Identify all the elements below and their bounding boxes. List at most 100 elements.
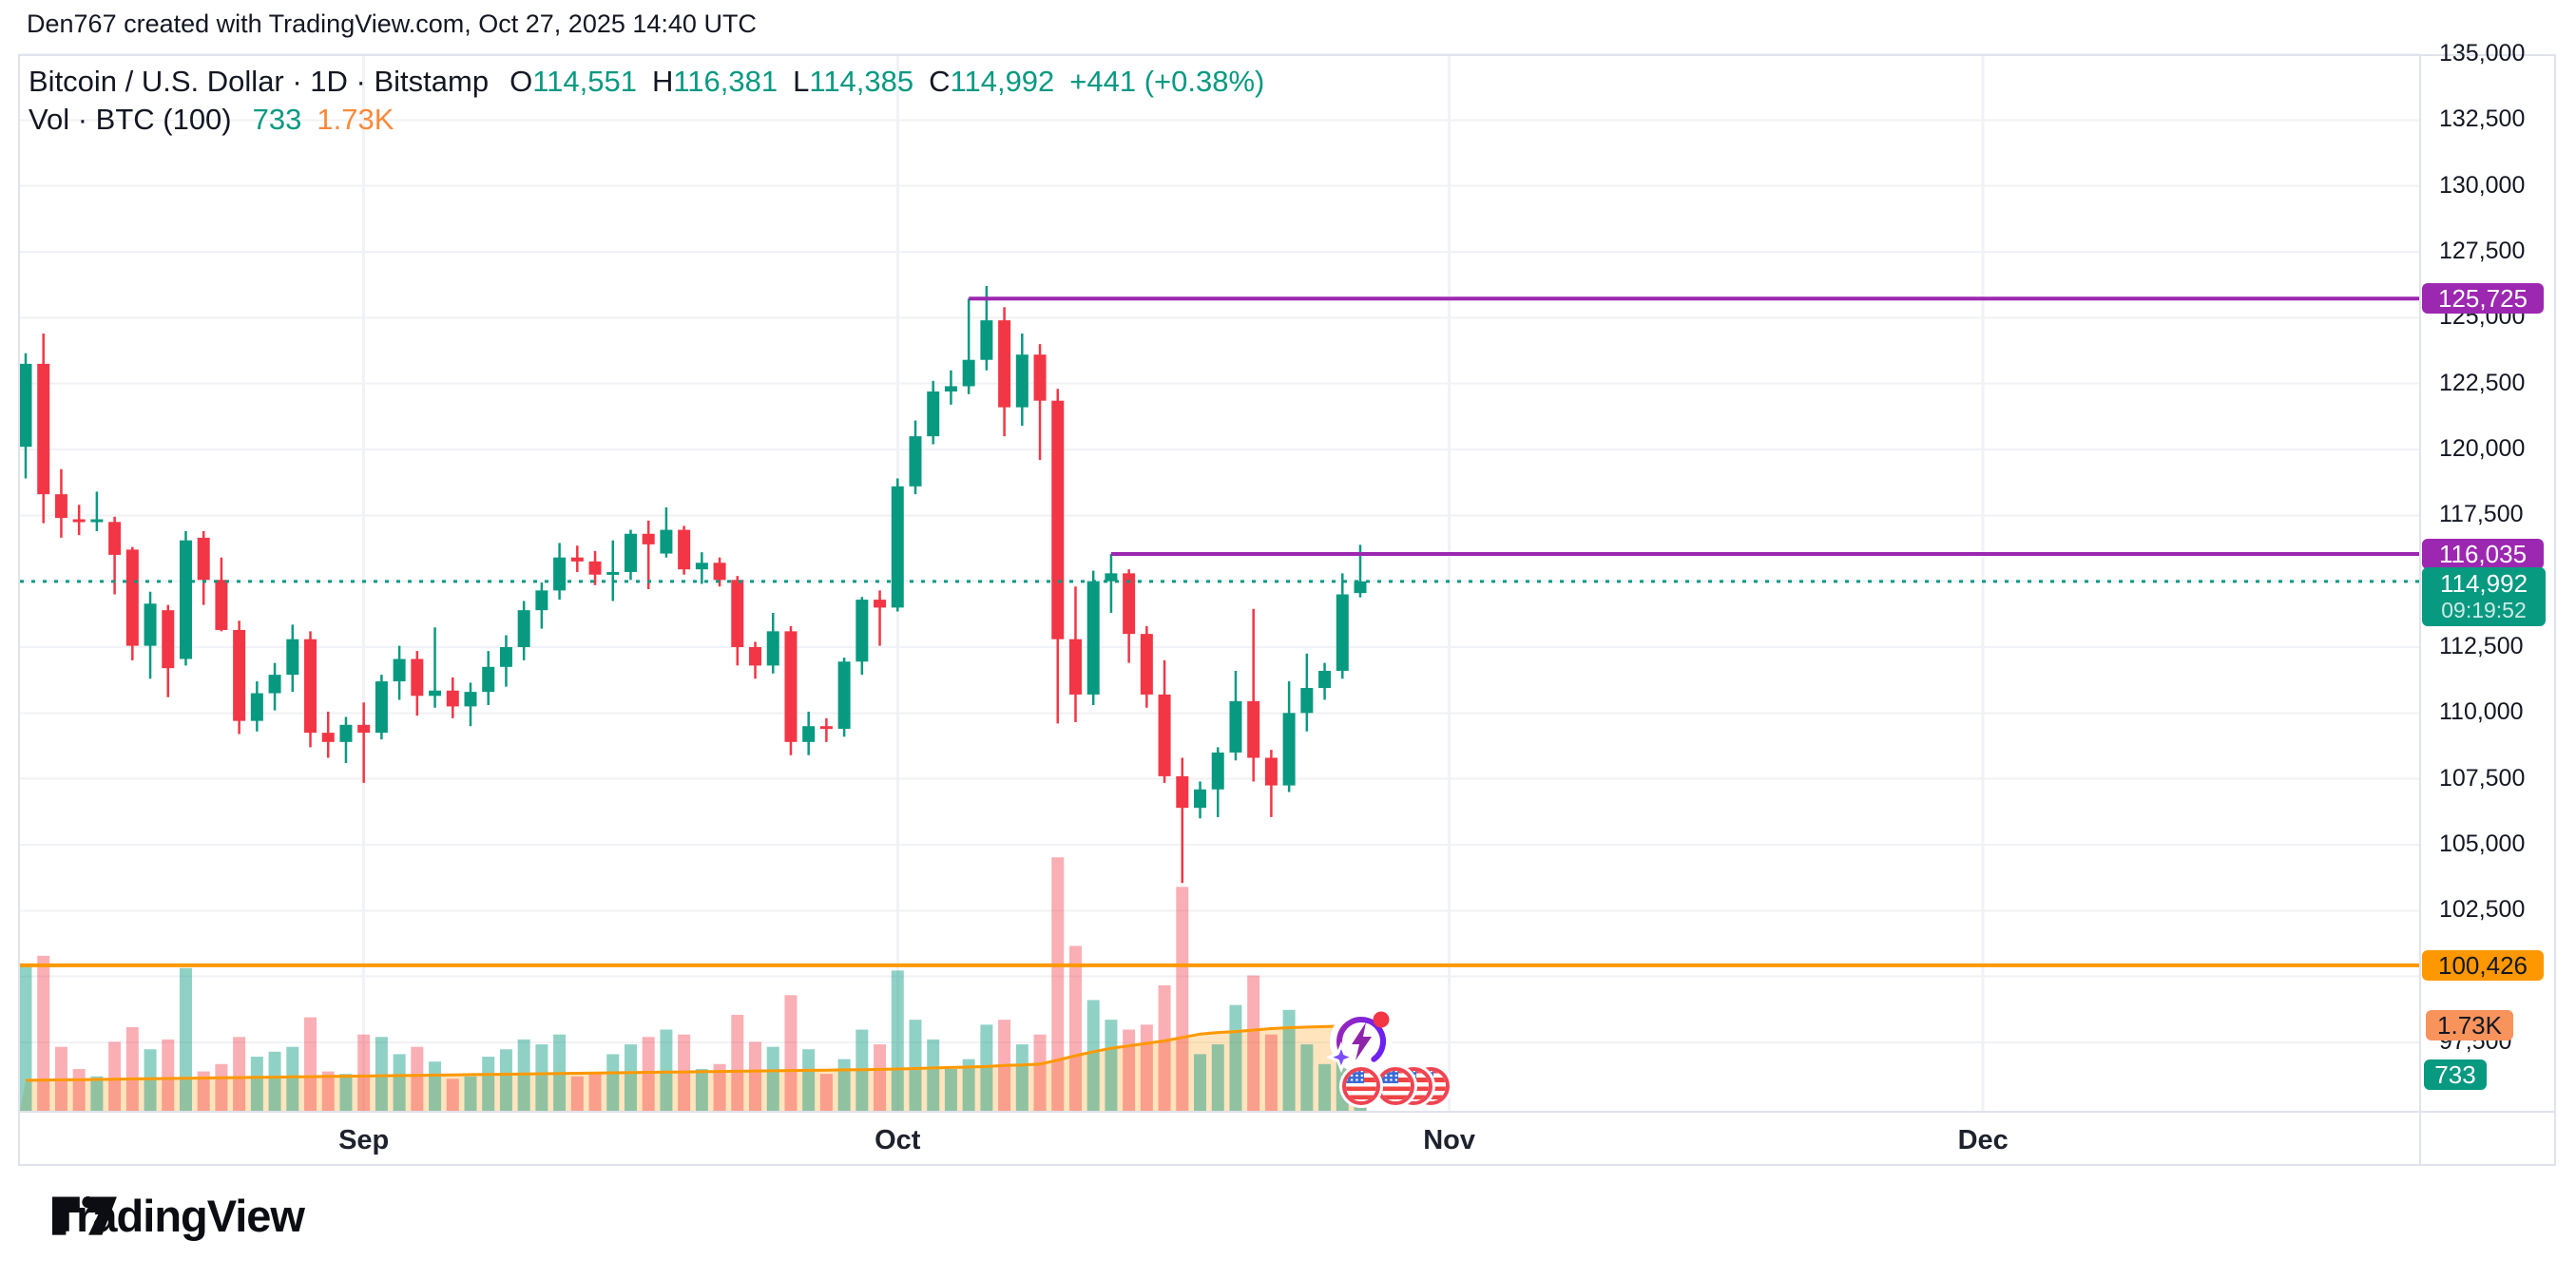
candle-body (37, 363, 50, 495)
candle-body (1354, 581, 1367, 594)
volume-bar (482, 1057, 495, 1111)
volume-bar (731, 1014, 744, 1111)
volume-bar (375, 1037, 388, 1111)
ohlc-close: C114,992 (929, 65, 1055, 98)
candle-body (1194, 789, 1207, 809)
volume-indicator-title: Vol · BTC (100) (29, 103, 232, 136)
volume-bar (1015, 1044, 1028, 1111)
volume-bar (1105, 1020, 1118, 1111)
volume-bar (802, 1049, 816, 1111)
volume-bar (784, 995, 798, 1111)
candle-body (90, 519, 104, 523)
candle-body (1086, 581, 1100, 695)
volume-bar (197, 1071, 210, 1111)
chart-legend: Bitcoin / U.S. Dollar · 1D · Bitstamp O1… (29, 63, 1279, 139)
candle-body (411, 659, 424, 697)
candle-body (1033, 354, 1047, 401)
volume-bar (1300, 1044, 1314, 1111)
volume-bar (874, 1044, 887, 1111)
volume-bar (695, 1068, 708, 1111)
volume-legend-row[interactable]: Vol · BTC (100) 733 1.73K (29, 101, 1279, 139)
candle-body (1123, 573, 1136, 635)
candle-body (944, 386, 957, 391)
volume-bar (250, 1057, 263, 1111)
candle-body (1105, 573, 1118, 582)
candle-body (393, 659, 406, 682)
candle-body (891, 486, 904, 608)
candle-body (624, 533, 637, 572)
volume-bar (927, 1039, 940, 1111)
grid-layer (20, 53, 2420, 1112)
candle-body (108, 522, 122, 555)
volume-bar (962, 1059, 975, 1111)
volume-bar (1211, 1044, 1224, 1111)
volume-ma-line (25, 1023, 1361, 1082)
volume-bar (570, 1076, 584, 1111)
candle-body (713, 563, 726, 581)
volume-bar (1051, 857, 1065, 1111)
volume-bar (72, 1068, 86, 1111)
candle-body (802, 726, 816, 742)
candle-body (606, 571, 620, 575)
candle-body (339, 724, 353, 742)
candle-body (321, 733, 335, 742)
volume-ma-area (20, 1025, 1367, 1111)
volume-bar (944, 1068, 957, 1111)
volume-bar (909, 1020, 922, 1111)
volume-bar (162, 1039, 175, 1111)
volume-bar (304, 1017, 317, 1111)
volume-bar (1318, 1063, 1332, 1111)
candle-body (144, 603, 157, 646)
candle-body (72, 519, 86, 523)
price-lines-layer (20, 296, 2420, 967)
symbol-legend-row[interactable]: Bitcoin / U.S. Dollar · 1D · Bitstamp O1… (29, 63, 1279, 101)
volume-bar (233, 1037, 246, 1111)
candle-body (874, 600, 887, 608)
us-flag-event-icon[interactable] (1342, 1067, 1380, 1105)
candle-body (819, 726, 833, 730)
candle-body (233, 629, 246, 721)
candle-body (1318, 670, 1332, 688)
tradingview-logo[interactable]: TradingView (52, 1190, 305, 1242)
candle-body (375, 681, 388, 734)
widget-border (18, 54, 2556, 1166)
candle-body (499, 647, 512, 667)
candle-body (304, 639, 317, 734)
volume-bar (1123, 1029, 1136, 1111)
us-flag-event-icon[interactable] (1376, 1067, 1414, 1105)
volume-bar (357, 1034, 371, 1111)
candle-body (1300, 687, 1314, 714)
volume-bar (1033, 1034, 1047, 1111)
volume-bar (588, 1074, 602, 1111)
candle-body (784, 631, 798, 742)
volume-ma-value: 1.73K (317, 103, 394, 136)
volume-bar (624, 1044, 637, 1111)
candle-body (19, 363, 32, 448)
volume-bar (286, 1046, 299, 1111)
candle-body (162, 610, 175, 669)
volume-bar (446, 1079, 459, 1111)
volume-bar (535, 1044, 548, 1111)
volume-bar (1229, 1004, 1242, 1111)
candle-body (1176, 775, 1189, 809)
candle-body (1051, 400, 1065, 640)
volume-bar (108, 1041, 122, 1111)
lightning-event-sticker[interactable] (1327, 1007, 1395, 1076)
volume-bar (1264, 1034, 1278, 1111)
candle-body (517, 610, 530, 647)
lightning-circle-icon (1327, 1010, 1393, 1074)
candle-body (1229, 700, 1242, 753)
candle-body (1247, 700, 1260, 758)
volume-bar (1068, 945, 1082, 1111)
candle-body (909, 436, 922, 487)
volume-bar (1247, 975, 1260, 1111)
ohlc-open: O114,551 (509, 65, 637, 98)
volume-bar (37, 955, 50, 1111)
volume-bar (429, 1061, 442, 1111)
volume-bar (215, 1063, 228, 1111)
candle-body (570, 557, 584, 562)
candle-body (446, 690, 459, 707)
candle-body (429, 690, 442, 697)
